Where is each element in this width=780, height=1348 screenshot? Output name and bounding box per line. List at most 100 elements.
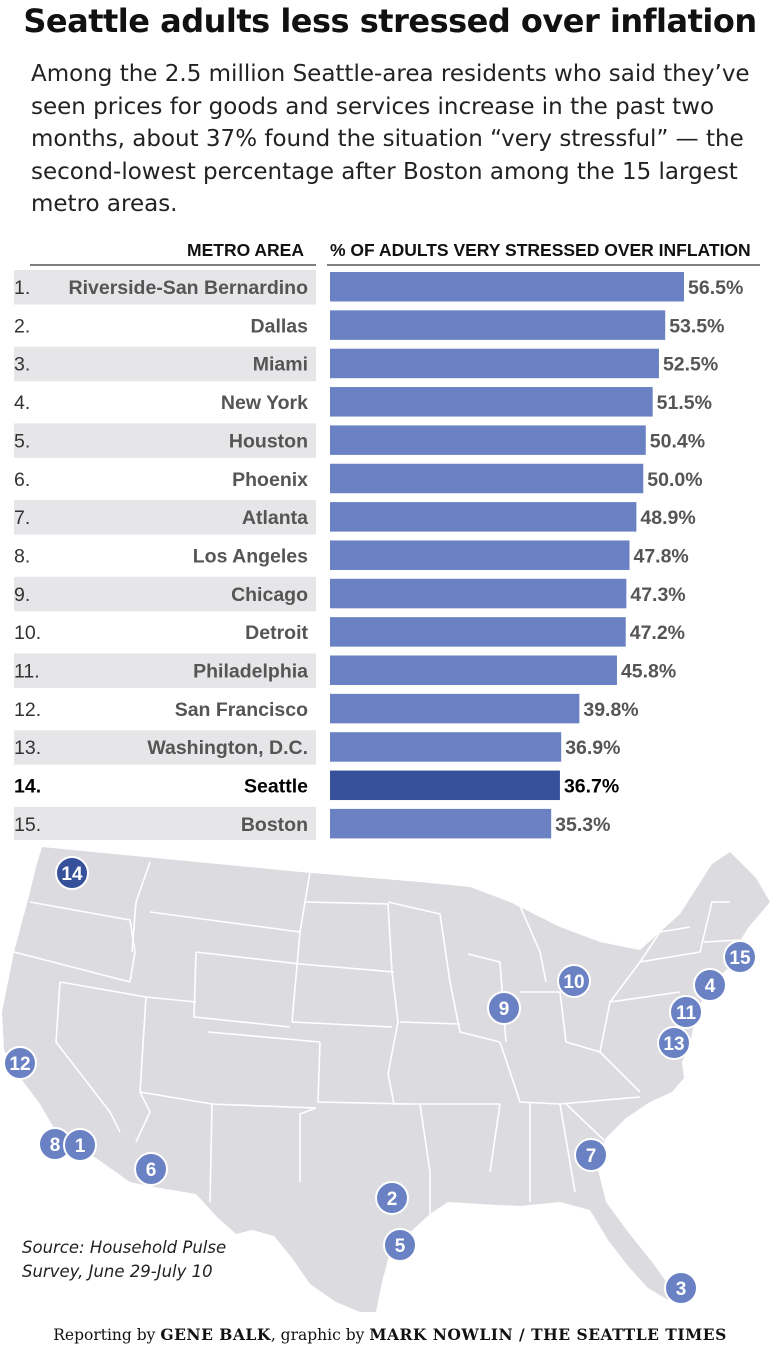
bar (330, 808, 552, 839)
map-marker (487, 991, 521, 1025)
source-line-2: Survey, June 29-July 10 (22, 1262, 213, 1281)
map-marker-label: 3 (676, 1279, 687, 1300)
credit-prefix: Reporting by (53, 1326, 161, 1344)
rank-label: 3. (14, 354, 30, 376)
credit-middle: , graphic by (270, 1326, 370, 1344)
row-shade (14, 806, 316, 840)
category-label: San Francisco (175, 699, 308, 721)
bar (330, 463, 644, 494)
map-marker-label: 8 (50, 1135, 61, 1156)
rank-label: 5. (14, 430, 30, 452)
row-shade (14, 346, 316, 382)
credit-line: Reporting by GENE BALK, graphic by MARK … (0, 1325, 780, 1344)
map-marker (134, 1152, 168, 1186)
bar (330, 617, 626, 647)
bar (330, 272, 684, 302)
value-label: 39.8% (583, 699, 638, 721)
map-marker-label: 2 (387, 1189, 398, 1210)
value-label: 53.5% (669, 315, 724, 337)
rank-label: 1. (14, 277, 30, 299)
source-line-1: Source: Household Pulse (22, 1238, 227, 1257)
y-axis-label: METRO AREA (187, 240, 304, 260)
map-marker (375, 1181, 409, 1215)
bar (330, 387, 653, 417)
category-label: Houston (229, 430, 308, 452)
map-marker-label: 14 (61, 864, 83, 885)
category-label: Phoenix (232, 469, 308, 491)
map-marker-label: 5 (395, 1236, 406, 1257)
map-marker-label: 12 (9, 1054, 30, 1075)
map-marker-label: 11 (676, 1003, 697, 1024)
category-label: Boston (241, 814, 308, 836)
value-label: 47.2% (630, 622, 685, 644)
category-label: Riverside-San Bernardino (69, 277, 309, 299)
rank-label: 6. (14, 469, 30, 491)
category-label: Miami (253, 354, 308, 376)
chart-title: Seattle adults less stressed over inflat… (23, 2, 757, 40)
category-label: Atlanta (242, 507, 308, 529)
rank-label: 14. (14, 776, 41, 798)
rank-label: 13. (14, 737, 41, 759)
value-label: 51.5% (657, 392, 712, 414)
value-label: 36.9% (565, 737, 620, 759)
value-label: 56.5% (688, 277, 743, 299)
rank-label: 15. (14, 814, 41, 836)
bar (330, 540, 630, 570)
value-label: 48.9% (640, 507, 695, 529)
rank-label: 10. (14, 622, 41, 644)
category-label: Detroit (245, 622, 308, 644)
source-note: Source: Household Pulse Survey, June 29-… (22, 1236, 226, 1284)
rank-label: 11. (14, 661, 40, 683)
x-axis-label: % OF ADULTS VERY STRESSED OVER INFLATION (330, 240, 751, 260)
rank-label: 12. (14, 699, 41, 721)
us-map-landmass (2, 847, 770, 1312)
category-label: Chicago (231, 584, 308, 606)
row-shade (14, 730, 316, 765)
rank-label: 7. (14, 507, 30, 529)
row-shade (14, 423, 316, 458)
bar (330, 578, 627, 609)
map-marker-label: 7 (586, 1146, 597, 1167)
chart-subtitle: Among the 2.5 million Seattle-area resid… (31, 61, 750, 217)
value-label: 45.8% (621, 661, 676, 683)
row-shade (14, 653, 316, 688)
bar (330, 770, 560, 801)
map-marker-label: 4 (705, 976, 716, 997)
rank-label: 9. (14, 584, 30, 606)
category-label: New York (221, 392, 308, 414)
rank-label: 4. (14, 392, 30, 414)
map-marker (723, 940, 757, 974)
bar (330, 655, 617, 685)
bar-chart: 1. Riverside-San Bernardino 56.5% 2. Dallas 5… (14, 240, 760, 840)
bar (330, 693, 580, 724)
map-marker (383, 1228, 417, 1262)
map-marker (63, 1128, 97, 1162)
credit-artist: MARK NOWLIN / THE SEATTLE TIMES (369, 1325, 727, 1344)
map-marker-label: 15 (729, 948, 751, 969)
row-shade (14, 270, 316, 305)
bar (330, 425, 646, 455)
bar (330, 502, 637, 532)
bar (330, 348, 659, 379)
value-label: 35.3% (555, 814, 610, 836)
rank-label: 8. (14, 545, 30, 567)
bar (330, 310, 666, 340)
credit-reporter: GENE BALK (160, 1325, 271, 1344)
category-label: Los Angeles (193, 545, 308, 567)
category-label: Dallas (251, 315, 309, 337)
category-label: Philadelphia (193, 661, 308, 683)
category-label: Washington, D.C. (147, 737, 308, 759)
map-marker-label: 1 (75, 1136, 86, 1157)
value-label: 50.4% (650, 430, 705, 452)
map-marker (3, 1046, 37, 1080)
map-marker-label: 13 (663, 1034, 684, 1055)
map-marker-label: 10 (563, 972, 584, 993)
us-map: 14 15 4 10 9 11 13 12 8 1 6 7 2 5 3 (2, 847, 770, 1312)
bar (330, 732, 562, 762)
map-marker (664, 1271, 698, 1305)
value-label: 52.5% (663, 354, 718, 376)
map-marker (557, 964, 591, 998)
row-shade (14, 500, 316, 535)
map-marker (669, 995, 703, 1029)
value-label: 47.8% (633, 545, 688, 567)
